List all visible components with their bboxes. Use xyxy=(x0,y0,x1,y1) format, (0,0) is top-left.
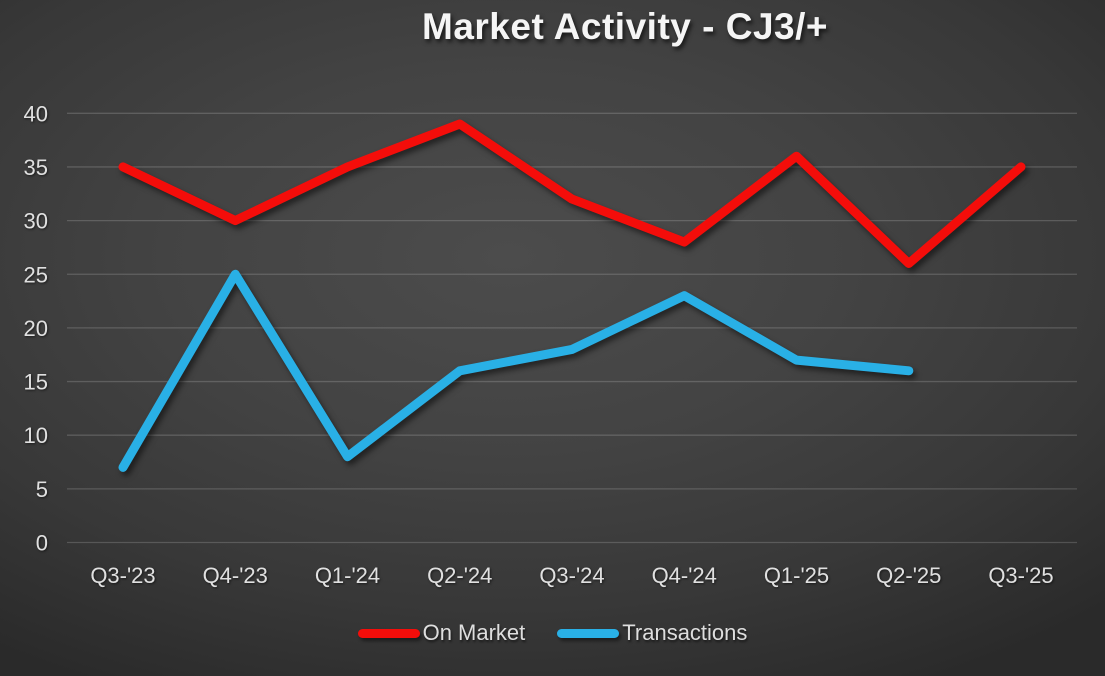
y-axis-labels: 0 5 10 15 20 25 30 35 40 xyxy=(24,101,48,555)
y-tick-label-40: 40 xyxy=(24,101,48,126)
x-tick-label-5: Q4-'24 xyxy=(652,563,717,588)
y-tick-label-10: 10 xyxy=(24,423,48,448)
x-tick-label-3: Q2-'24 xyxy=(427,563,492,588)
legend-item-transactions: Transactions xyxy=(557,620,747,646)
transactions-line-swatch xyxy=(557,628,620,638)
y-tick-label-0: 0 xyxy=(36,531,48,556)
x-tick-label-0: Q3-'23 xyxy=(90,563,155,588)
on-market-line-swatch xyxy=(357,628,420,638)
chart-legend: On Market Transactions xyxy=(0,620,1105,646)
x-tick-label-2: Q1-'24 xyxy=(315,563,380,588)
x-tick-label-7: Q2-'25 xyxy=(876,563,941,588)
y-tick-label-30: 30 xyxy=(24,209,48,234)
x-tick-label-4: Q3-'24 xyxy=(539,563,604,588)
y-tick-label-20: 20 xyxy=(24,316,48,341)
y-tick-label-15: 15 xyxy=(24,370,48,395)
x-tick-label-8: Q3-'25 xyxy=(988,563,1053,588)
x-tick-label-1: Q4-'23 xyxy=(203,563,268,588)
y-tick-label-35: 35 xyxy=(24,155,48,180)
chart-title: Market Activity - CJ3/+ xyxy=(422,6,828,47)
series-line-on-market xyxy=(118,119,1026,268)
x-axis-labels: Q3-'23 Q4-'23 Q1-'24 Q2-'24 Q3-'24 Q4-'24 Q1-'… xyxy=(90,563,1053,588)
legend-item-on-market: On Market xyxy=(357,620,526,646)
legend-label-on-market: On Market xyxy=(422,620,526,645)
y-tick-label-5: 5 xyxy=(36,477,48,502)
y-tick-label-25: 25 xyxy=(24,262,48,287)
gridlines xyxy=(67,112,1077,544)
series-line-transactions xyxy=(118,269,914,472)
legend-label-transactions: Transactions xyxy=(622,620,748,645)
x-tick-label-6: Q1-'25 xyxy=(764,563,829,588)
